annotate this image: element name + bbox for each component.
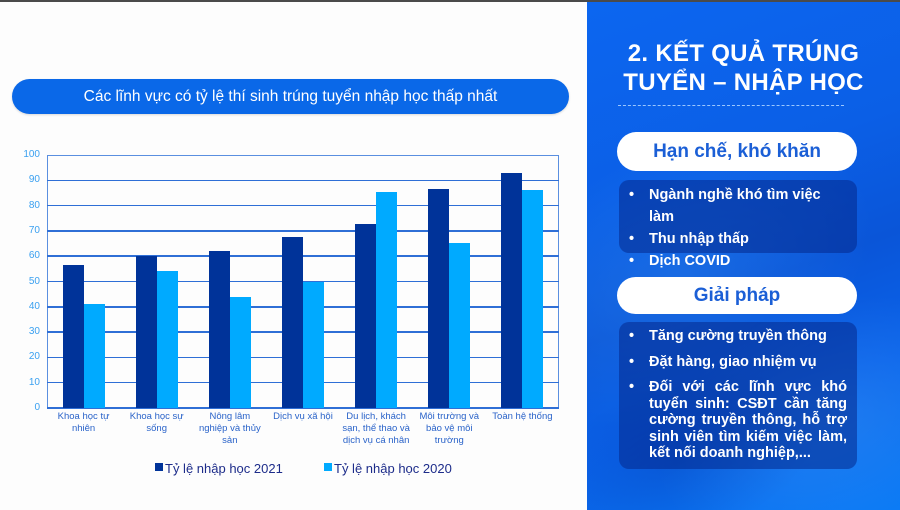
bar-2020 — [449, 243, 471, 408]
bar-2021 — [355, 223, 377, 408]
gridline — [47, 179, 559, 182]
solutions-heading: Giải pháp — [617, 277, 857, 314]
difficulties-heading: Hạn chế, khó khăn — [617, 132, 857, 171]
y-tick-label: 60 — [28, 250, 40, 262]
legend-swatch-2021 — [155, 463, 163, 471]
y-tick-label: 20 — [28, 351, 40, 363]
bar-2021 — [135, 255, 157, 408]
y-tick-label: 30 — [28, 326, 40, 338]
chart-title: Các lĩnh vực có tỷ lệ thí sinh trúng tuy… — [12, 79, 569, 114]
y-tick-label: 100 — [23, 149, 40, 160]
bar-2020 — [303, 281, 324, 408]
difficulties-list-box: Ngành nghề khó tìm việc làm Thu nhập thấ… — [619, 180, 857, 272]
summary-panel: 2. KẾT QUẢ TRÚNG TUYỂN – NHẬP HỌC Hạn ch… — [587, 2, 900, 510]
bar-2020 — [522, 189, 544, 408]
y-tick-label: 90 — [28, 174, 40, 186]
top-border — [0, 0, 900, 2]
gridline — [47, 407, 559, 409]
y-tick-label: 10 — [28, 376, 40, 388]
legend-item-2020: Tỷ lệ nhập học 2020 — [324, 461, 452, 476]
bar-2021 — [501, 172, 523, 408]
solutions-list-box: Tăng cường truyền thông Đặt hàng, giao n… — [619, 322, 857, 469]
x-category-label: Dịch vụ xã hội — [273, 411, 333, 422]
section-title-line1: 2. KẾT QUẢ TRÚNG — [627, 40, 860, 67]
y-tick-label: 0 — [34, 402, 40, 413]
section-title-line2: TUYỂN – NHẬP HỌC — [623, 69, 864, 96]
bar-2021 — [62, 265, 84, 408]
y-tick-label: 80 — [28, 199, 40, 211]
gridline — [47, 255, 559, 257]
legend-label-2021: Tỷ lệ nhập học 2021 — [165, 461, 283, 476]
bar-2020 — [83, 304, 105, 408]
bar-2020 — [229, 297, 251, 408]
title-divider — [618, 105, 844, 106]
x-category-label: Khoa học tự nhiên — [57, 411, 110, 434]
bar-2021 — [208, 250, 230, 408]
solution-item: Đối với các lĩnh vực khó tuyển sinh: CSĐ… — [619, 379, 857, 462]
legend-item-2021: Tỷ lệ nhập học 2021 — [155, 461, 283, 476]
bar-2021 — [428, 189, 450, 408]
solution-item: Đặt hàng, giao nhiệm vụ — [619, 353, 857, 371]
legend-label-2020: Tỷ lệ nhập học 2020 — [334, 461, 452, 476]
y-tick-label: 70 — [28, 224, 40, 236]
x-category-label: Nông lâm nghiệp và thủy sản — [198, 411, 261, 446]
difficulties-list: Ngành nghề khó tìm việc làm Thu nhập thấ… — [619, 184, 857, 272]
gridline — [47, 230, 559, 232]
legend-swatch-2020 — [324, 463, 332, 471]
x-category-label: Khoa học sự sống — [129, 411, 184, 434]
gridline — [47, 280, 559, 283]
bar-2021 — [282, 236, 303, 408]
solutions-list: Tăng cường truyền thông Đặt hàng, giao n… — [619, 327, 857, 462]
bar-2020 — [376, 191, 398, 408]
y-tick-label: 40 — [28, 300, 40, 312]
x-category-label: Môi trường và bảo vệ môi trường — [419, 411, 480, 446]
section-title: 2. KẾT QUẢ TRÚNG TUYỂN – NHẬP HỌC — [587, 39, 900, 97]
x-category-label: Du lịch, khách sạn, thể thao và dịch vụ cá… — [342, 411, 410, 446]
difficulty-item: Dịch COVID — [619, 250, 857, 272]
difficulty-item: Ngành nghề khó tìm việc làm — [619, 184, 857, 228]
gridline — [47, 204, 559, 207]
difficulty-item: Thu nhập thấp — [619, 228, 857, 250]
y-tick-label: 50 — [28, 275, 40, 287]
solution-item: Tăng cường truyền thông — [619, 327, 857, 345]
bar-2020 — [156, 270, 178, 408]
x-category-label: Toàn hệ thống — [492, 411, 553, 422]
